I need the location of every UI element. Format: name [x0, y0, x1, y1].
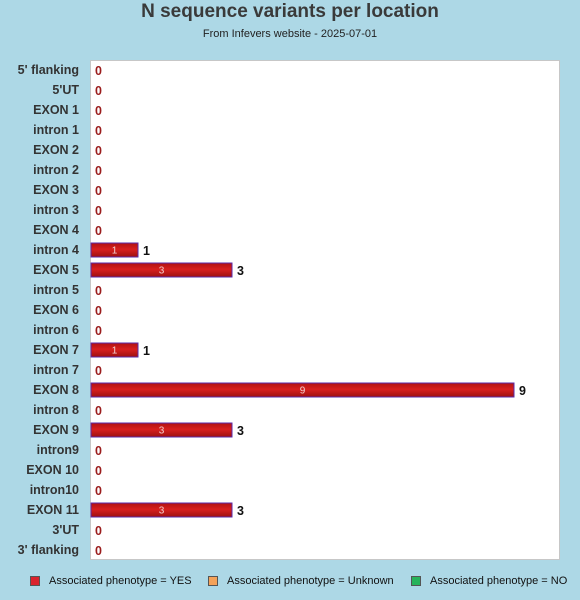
- bar-value-label: 9: [519, 384, 526, 398]
- bar-inner-label: 3: [159, 266, 165, 277]
- category-label: intron10: [30, 483, 79, 497]
- category-label: 5'UT: [52, 83, 79, 97]
- zero-value-label: 0: [95, 304, 102, 318]
- category-label: intron 2: [33, 163, 79, 177]
- category-label: intron 3: [33, 203, 79, 217]
- category-label: EXON 8: [33, 383, 79, 397]
- legend-item-no: Associated phenotype = NO: [411, 575, 567, 587]
- bar-inner-label: 9: [300, 386, 306, 397]
- chart-title: N sequence variants per location: [141, 1, 439, 22]
- category-label: EXON 6: [33, 303, 79, 317]
- bar-value-label: 1: [143, 244, 150, 258]
- bar: [90, 242, 139, 258]
- zero-value-label: 0: [95, 224, 102, 238]
- bar-value-label: 3: [237, 424, 244, 438]
- category-label: 5' flanking: [18, 63, 79, 77]
- zero-value-label: 0: [95, 444, 102, 458]
- zero-value-label: 0: [95, 164, 102, 178]
- bar: [90, 342, 139, 358]
- legend: Associated phenotype = YES Associated ph…: [0, 575, 580, 591]
- zero-value-label: 0: [95, 144, 102, 158]
- legend-label-yes: Associated phenotype = YES: [49, 575, 192, 587]
- category-label: EXON 5: [33, 263, 79, 277]
- category-label: EXON 4: [33, 223, 79, 237]
- zero-value-label: 0: [95, 104, 102, 118]
- zero-value-label: 0: [95, 184, 102, 198]
- zero-value-label: 0: [95, 284, 102, 298]
- category-label: intron 4: [33, 243, 79, 257]
- bar-value-label: 1: [143, 344, 150, 358]
- legend-item-yes: Associated phenotype = YES: [30, 575, 192, 587]
- bar: [90, 502, 233, 518]
- zero-value-label: 0: [95, 364, 102, 378]
- category-label: EXON 3: [33, 183, 79, 197]
- category-label: 3' flanking: [18, 543, 79, 557]
- plot-area: [90, 60, 560, 560]
- category-label: intron 8: [33, 403, 79, 417]
- zero-value-label: 0: [95, 464, 102, 478]
- zero-value-label: 0: [95, 324, 102, 338]
- zero-value-label: 0: [95, 124, 102, 138]
- bar-inner-label: 3: [159, 426, 165, 437]
- category-label: intron 5: [33, 283, 79, 297]
- legend-item-unknown: Associated phenotype = Unknown: [208, 575, 394, 587]
- zero-value-label: 0: [95, 204, 102, 218]
- category-label: intron 6: [33, 323, 79, 337]
- bar: [90, 262, 233, 278]
- bar-inner-label: 3: [159, 506, 165, 517]
- category-label: intron 7: [33, 363, 79, 377]
- zero-value-label: 0: [95, 84, 102, 98]
- legend-swatch-no: [411, 576, 421, 586]
- bar-inner-label: 1: [112, 246, 118, 257]
- zero-value-label: 0: [95, 404, 102, 418]
- zero-value-label: 0: [95, 64, 102, 78]
- zero-value-label: 0: [95, 484, 102, 498]
- category-label: EXON 7: [33, 343, 79, 357]
- category-label: intron 1: [33, 123, 79, 137]
- bar-inner-label: 1: [112, 346, 118, 357]
- legend-swatch-unknown: [208, 576, 218, 586]
- legend-swatch-yes: [30, 576, 40, 586]
- chart-subtitle: From Infevers website - 2025-07-01: [202, 28, 378, 40]
- category-label: 3'UT: [52, 523, 79, 537]
- legend-label-no: Associated phenotype = NO: [430, 575, 568, 587]
- category-label: EXON 2: [33, 143, 79, 157]
- category-label: EXON 10: [26, 463, 79, 477]
- legend-label-unknown: Associated phenotype = Unknown: [227, 575, 394, 587]
- category-label: EXON 11: [27, 503, 79, 517]
- category-label: intron9: [37, 443, 79, 457]
- bar-value-label: 3: [237, 264, 244, 278]
- bar: [90, 422, 233, 438]
- category-label: EXON 1: [33, 103, 79, 117]
- bar: [90, 382, 515, 398]
- zero-value-label: 0: [95, 524, 102, 538]
- category-label: EXON 9: [33, 423, 79, 437]
- zero-value-label: 0: [95, 544, 102, 558]
- bar-value-label: 3: [237, 504, 244, 518]
